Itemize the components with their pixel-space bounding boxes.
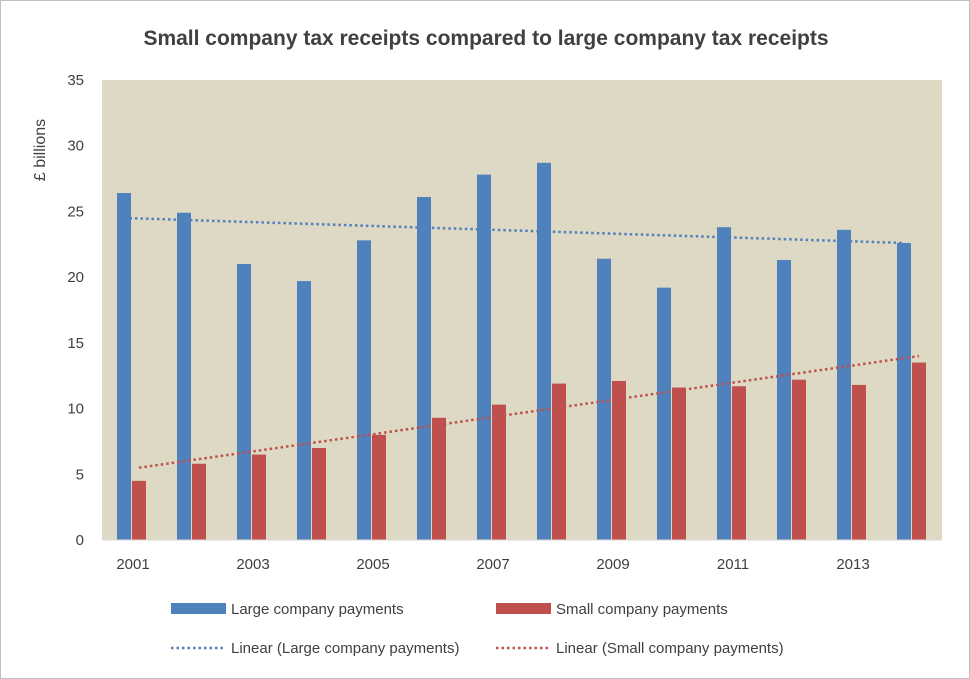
small-company-bar	[612, 380, 626, 540]
large-company-bar	[837, 229, 851, 541]
y-tick-label: 15	[67, 335, 84, 352]
chart-title: Small company tax receipts compared to l…	[143, 27, 829, 50]
x-tick-label: 2003	[236, 556, 269, 573]
large-company-bar	[657, 287, 671, 540]
large-company-bar	[177, 212, 191, 540]
x-tick-label: 2013	[836, 556, 869, 573]
legend-swatch	[171, 603, 226, 614]
small-company-bar	[852, 384, 866, 540]
x-tick-label: 2009	[596, 556, 629, 573]
y-tick-label: 35	[67, 72, 84, 89]
legend-small-company-trendline: Linear (Small company payments)	[496, 640, 784, 657]
legend-label: Linear (Small company payments)	[556, 640, 784, 657]
large-company-bar	[777, 260, 791, 540]
small-company-bar	[672, 387, 686, 540]
large-company-bar	[717, 227, 731, 540]
x-tick-label: 2005	[356, 556, 389, 573]
small-company-trendline	[138, 354, 920, 469]
legend-small-company-payments: Small company payments	[496, 601, 728, 618]
legend-large-company-trendline: Linear (Large company payments)	[171, 640, 459, 657]
small-company-bar	[132, 480, 146, 540]
small-company-bar	[552, 383, 566, 540]
small-company-bar	[732, 386, 746, 540]
plot-area	[102, 80, 942, 540]
large-company-bar	[117, 193, 131, 540]
legend-label: Linear (Large company payments)	[231, 640, 459, 657]
large-company-bar	[237, 264, 251, 540]
legend-large-company-payments: Large company payments	[171, 601, 404, 618]
x-tick-label: 2011	[717, 556, 749, 573]
small-company-bar	[252, 454, 266, 540]
small-company-bar	[312, 448, 326, 540]
large-company-bar	[477, 174, 491, 540]
legend-label: Small company payments	[556, 601, 728, 618]
large-company-bar	[297, 281, 311, 540]
legend-swatch	[496, 603, 551, 614]
y-tick-label: 20	[67, 269, 84, 286]
small-company-bar	[192, 463, 206, 540]
small-company-bar	[492, 404, 506, 540]
small-company-bar	[372, 434, 386, 540]
y-tick-label: 10	[67, 401, 84, 418]
y-tick-label: 5	[76, 466, 84, 483]
large-company-bar	[597, 258, 611, 540]
small-company-bar	[792, 379, 806, 540]
y-tick-label: 30	[67, 138, 84, 155]
y-tick-label: 0	[76, 532, 84, 549]
small-company-bar	[432, 417, 446, 540]
large-company-bar	[357, 240, 371, 541]
legend-label: Large company payments	[231, 601, 404, 618]
x-tick-label: 2007	[476, 556, 509, 573]
large-company-trendline	[123, 216, 905, 245]
small-company-bar	[912, 362, 926, 540]
large-company-bar	[897, 242, 911, 540]
y-axis-title: £ billions	[32, 119, 49, 181]
large-company-bar	[537, 162, 551, 541]
x-tick-label: 2001	[116, 556, 149, 573]
y-tick-label: 25	[67, 203, 84, 220]
large-company-bar	[417, 196, 431, 540]
